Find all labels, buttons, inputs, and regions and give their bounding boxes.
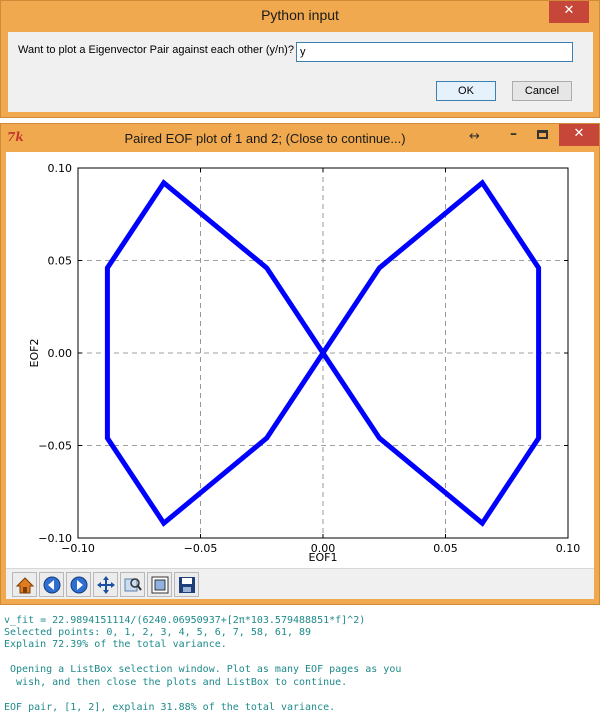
console-line: Opening a ListBox selection window. Plot… [4, 664, 402, 675]
eof-pair-chart: −0.10 −0.05 0.00 0.05 0.10 −0.10 −0.05 0.00 0.0… [28, 162, 580, 564]
console-line: v_fit = 22.9894151114/(6240.06950937+[2π… [4, 615, 366, 626]
navigation-toolbar [6, 568, 594, 599]
zoom-icon[interactable] [120, 572, 145, 597]
x-tick-labels: −0.10 −0.05 0.00 0.05 0.10 [61, 542, 580, 555]
y-axis-label: EOF2 [28, 339, 41, 368]
forward-icon[interactable] [66, 572, 91, 597]
ticks [77, 167, 569, 539]
series-line-eof-pair [104, 179, 542, 527]
x-tick-label: 0.10 [556, 542, 581, 555]
figure-canvas[interactable]: −0.10 −0.05 0.00 0.05 0.10 −0.10 −0.05 0.00 0.0… [6, 152, 594, 566]
plot-window-title: Paired EOF plot of 1 and 2; (Close to co… [124, 131, 406, 146]
minimize-button[interactable]: – [510, 126, 517, 142]
dialog-close-button[interactable]: ✕ [549, 1, 589, 23]
console-line: Explain 72.39% of the total variance. [4, 639, 227, 650]
dialog-title: Python input [261, 7, 339, 23]
home-icon[interactable] [12, 572, 37, 597]
console-line: wish, and then close the plots and ListB… [4, 677, 348, 688]
back-icon[interactable] [39, 572, 64, 597]
plot-client-area: −0.10 −0.05 0.00 0.05 0.10 −0.10 −0.05 0.00 0.0… [6, 152, 594, 599]
y-tick-labels: −0.10 −0.05 0.00 0.05 0.10 [38, 162, 72, 545]
y-tick-label: 0.00 [48, 347, 73, 360]
console-line: EOF pair, [1, 2], explain 31.88% of the … [4, 702, 336, 713]
save-icon[interactable] [174, 572, 199, 597]
console-output[interactable]: v_fit = 22.9894151114/(6240.06950937+[2π… [0, 606, 600, 722]
y-tick-label: −0.05 [38, 440, 72, 453]
answer-input[interactable] [296, 42, 573, 62]
pan-icon[interactable] [93, 572, 118, 597]
maximize-button[interactable] [537, 130, 548, 139]
plot-window: 7k Paired EOF plot of 1 and 2; (Close to… [0, 123, 600, 605]
python-input-dialog: Python input ✕ Want to plot a Eigenvecto… [0, 0, 600, 118]
tk-icon: 7k [7, 130, 24, 144]
dialog-body: Want to plot a Eigenvector Pair against … [8, 32, 593, 112]
cancel-button[interactable]: Cancel [512, 81, 572, 101]
x-axis-label: EOF1 [309, 551, 338, 564]
subplots-icon[interactable] [147, 572, 172, 597]
y-tick-label: 0.05 [48, 255, 73, 268]
x-tick-label: 0.05 [433, 542, 458, 555]
y-tick-label: 0.10 [48, 162, 73, 175]
prompt-label: Want to plot a Eigenvector Pair against … [18, 44, 294, 56]
x-tick-label: 0.00 [311, 542, 336, 555]
x-tick-label: −0.10 [61, 542, 95, 555]
y-tick-label: −0.10 [38, 532, 72, 545]
resize-icon[interactable]: ↔ [469, 129, 480, 144]
plot-titlebar[interactable]: 7k Paired EOF plot of 1 and 2; (Close to… [1, 124, 599, 152]
console-line: Selected points: 0, 1, 2, 3, 4, 5, 6, 7,… [4, 627, 312, 638]
ok-button[interactable]: OK [436, 81, 496, 101]
dialog-titlebar[interactable]: Python input ✕ [1, 1, 599, 31]
plot-close-button[interactable]: ✕ [559, 124, 599, 146]
x-tick-label: −0.05 [184, 542, 218, 555]
